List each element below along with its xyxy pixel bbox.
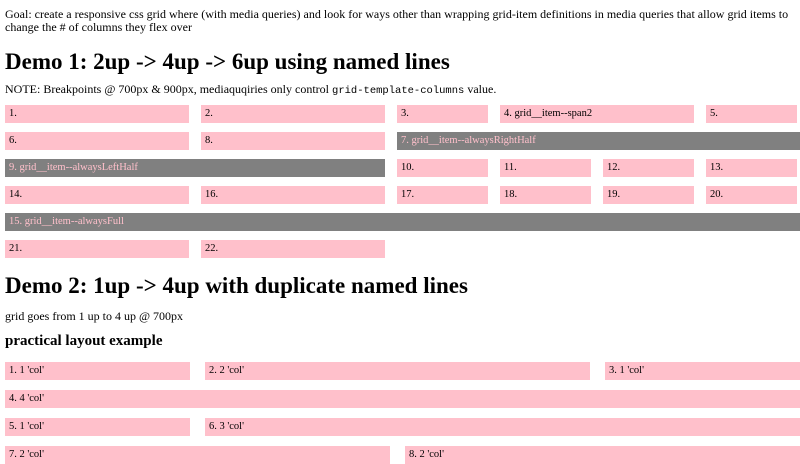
demo1-item-10: 10. [397,159,488,177]
demo1-grid: 1. 2. 3. 4. grid__item--span2 5. 6. 8. 7… [5,105,800,258]
demo2-grid: 1. 1 'col' 2. 2 'col' 3. 1 'col' 4. 4 'c… [5,362,800,464]
demo1-item-12: 12. [603,159,694,177]
demo1-item-17: 17. [397,186,488,204]
demo1-item-15-always-full: 15. grid__item--alwaysFull [5,213,800,231]
demo1-item-4-span2: 4. grid__item--span2 [500,105,694,123]
demo1-item-9-always-left-half: 9. grid__item--alwaysLeftHalf [5,159,385,177]
demo1-item-13: 13. [706,159,797,177]
demo1-item-21: 21. [5,240,189,258]
demo2-item-8: 8. 2 'col' [405,446,800,464]
demo1-item-20: 20. [706,186,797,204]
demo1-item-14: 14. [5,186,189,204]
demo1-item-19: 19. [603,186,694,204]
demo2-item-5: 5. 1 'col' [5,418,190,436]
demo2-item-7: 7. 2 'col' [5,446,390,464]
demo1-note: NOTE: Breakpoints @ 700px & 900px, media… [5,82,800,98]
goal-text: Goal: create a responsive css grid where… [5,7,789,34]
demo1-item-11: 11. [500,159,591,177]
demo2-item-2: 2. 2 'col' [205,362,590,380]
demo2-item-4: 4. 4 'col' [5,390,800,408]
demo1-item-16: 16. [201,186,385,204]
demo1-heading: Demo 1: 2up -> 4up -> 6up using named li… [5,49,450,74]
demo1-item-22: 22. [201,240,385,258]
demo1-item-8: 8. [201,132,385,150]
demo1-item-18: 18. [500,186,591,204]
demo1-item-6: 6. [5,132,189,150]
practical-example-heading: practical layout example [5,333,163,349]
note-prefix: NOTE: Breakpoints @ 700px & 900px, media… [5,82,333,96]
demo2-item-6: 6. 3 'col' [205,418,800,436]
demo2-heading: Demo 2: 1up -> 4up with duplicate named … [5,273,468,298]
note-suffix: value. [464,82,497,96]
note-code-grid-template-columns: grid-template-columns [332,85,465,97]
demo1-item-7-always-right-half: 7. grid__item--alwaysRightHalf [397,132,800,150]
demo1-item-5: 5. [706,105,797,123]
demo2-caption: grid goes from 1 up to 4 up @ 700px [5,309,184,323]
demo2-item-1: 1. 1 'col' [5,362,190,380]
demo2-item-3: 3. 1 'col' [605,362,800,380]
demo1-item-1: 1. [5,105,189,123]
demo1-item-3: 3. [397,105,488,123]
demo1-item-2: 2. [201,105,385,123]
